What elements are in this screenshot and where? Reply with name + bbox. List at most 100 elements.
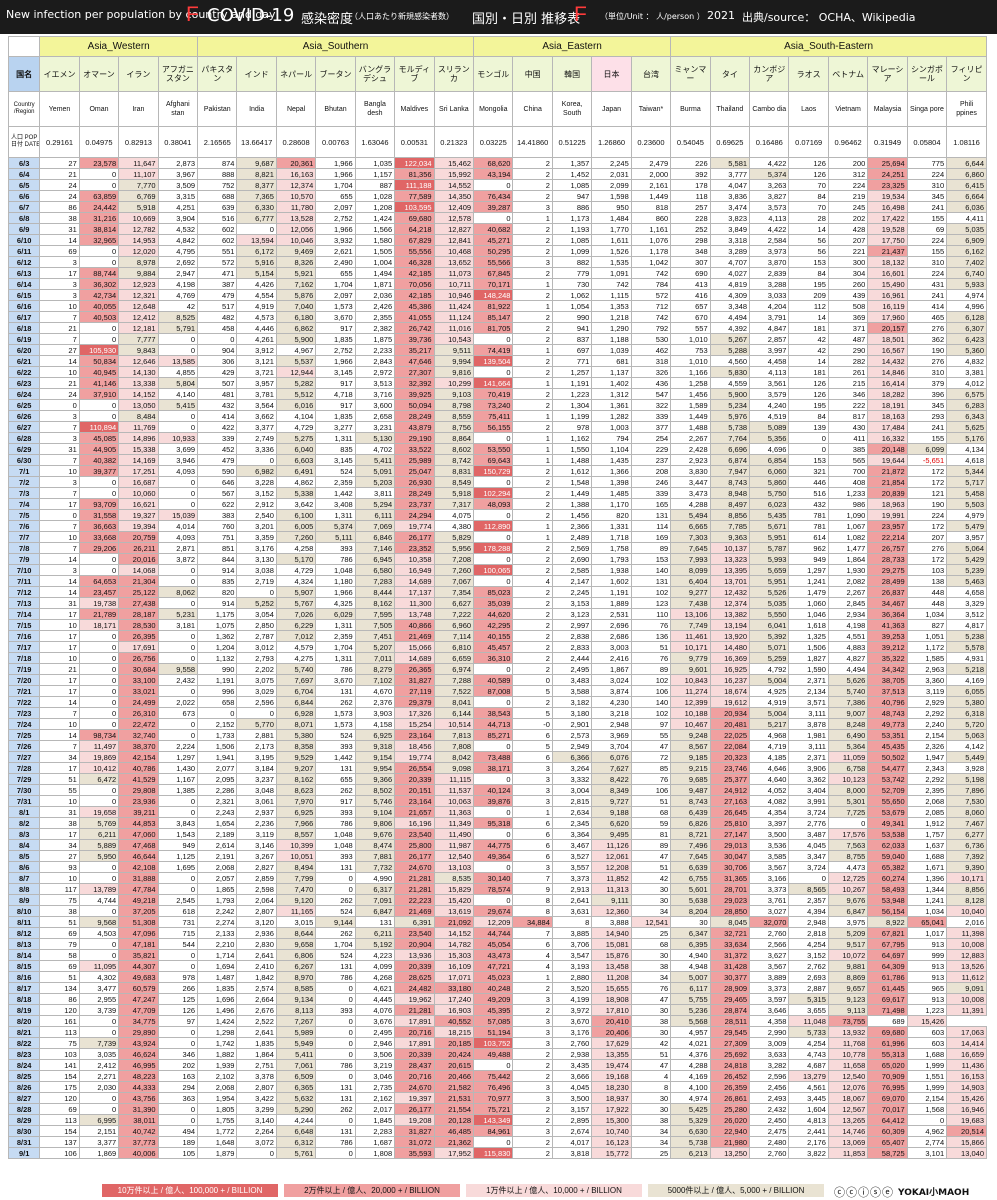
table-cell: 19,774 (394, 751, 435, 763)
table-cell: 4,554 (236, 289, 277, 301)
table-cell: 25,122 (118, 586, 159, 598)
table-cell: 172 (906, 553, 948, 565)
table-cell: 15,655 (591, 982, 632, 994)
table-cell: 207 (827, 234, 869, 246)
table-cell: 2,776 (788, 817, 829, 829)
table-cell: 646 (197, 476, 238, 488)
table-cell: 9 (512, 883, 553, 895)
table-row: 6/19 7 0 7,777 0 0 4,261 5,900 1,835 1,875 39,736 1… (7, 333, 987, 345)
table-cell: 105 (157, 1147, 199, 1159)
table-cell: 3,487 (788, 828, 829, 840)
table-cell: 61,445 (867, 982, 908, 994)
table-cell: 2,173 (236, 740, 277, 752)
table-cell: 102 (630, 707, 672, 719)
table-cell: 16,659 (946, 1048, 987, 1060)
table-cell: 20,016 (118, 553, 159, 565)
table-cell: 20,716 (394, 1026, 435, 1038)
table-cell: 39,925 (394, 388, 435, 400)
date-cell: 6/23 (7, 377, 41, 389)
table-cell: 2 (512, 399, 553, 411)
table-cell: 3,377 (236, 421, 277, 433)
table-cell: 31 (39, 223, 80, 235)
table-cell: 50,094 (394, 399, 435, 411)
table-cell: 2,189 (197, 828, 238, 840)
date-cell: 7/6 (7, 520, 41, 532)
table-cell: 7,386 (827, 696, 869, 708)
date-cell: 7/14 (7, 608, 41, 620)
table-cell: 8,756 (433, 421, 475, 433)
population-value: 0.96462 (827, 126, 869, 158)
table-cell: 3,957 (946, 531, 987, 543)
table-cell: 1,010 (670, 333, 711, 345)
table-cell: 6 (512, 839, 553, 851)
table-cell: 2,450 (749, 1114, 790, 1126)
table-cell: 45,271 (473, 234, 514, 246)
table-cell: 30,684 (118, 663, 159, 675)
table-cell: 155 (906, 212, 948, 224)
table-cell: 602 (197, 234, 238, 246)
table-cell: 0 (315, 872, 356, 884)
table-cell: 112 (788, 300, 829, 312)
table-cell: 0 (78, 707, 120, 719)
table-cell: 131 (315, 762, 356, 774)
table-cell: 1 (512, 443, 553, 455)
table-cell: 43,924 (118, 1037, 159, 1049)
table-cell: 70,977 (473, 1092, 514, 1104)
table-cell: 111,188 (394, 179, 435, 191)
table-cell: 290 (827, 344, 869, 356)
table-cell: 28 (788, 212, 829, 224)
table-cell: 0 (78, 861, 120, 873)
table-cell: 7,725 (827, 806, 869, 818)
table-cell: 422 (197, 421, 238, 433)
table-cell: 1,864 (236, 1048, 277, 1060)
date-cell: 8/21 (7, 1026, 41, 1038)
table-cell: 47,784 (118, 883, 159, 895)
table-cell: 28,874 (709, 1004, 751, 1016)
population-value: 0.54045 (670, 126, 711, 158)
table-cell: 2,545 (157, 894, 199, 906)
table-cell: 1,161 (630, 223, 672, 235)
table-row: 7/5 0 31,558 19,327 15,039 383 2,540 6,100 1,311… (7, 509, 987, 521)
table-cell: 46,624 (118, 1048, 159, 1060)
table-cell: 8,248 (827, 718, 869, 730)
table-cell: 12,020 (118, 245, 159, 257)
table-cell: 20,339 (394, 1048, 435, 1060)
table-cell: 5,755 (670, 993, 711, 1005)
table-cell: 2,267 (670, 432, 711, 444)
table-cell: 100,065 (473, 564, 514, 576)
table-cell: 2,838 (551, 630, 593, 642)
table-cell: 6 (512, 828, 553, 840)
table-cell: 1,175 (197, 608, 238, 620)
table-cell: 5,918 (433, 487, 475, 499)
table-cell: 17,484 (867, 421, 908, 433)
table-row: 6/8 38 31,216 10,669 3,904 516 6,777 13,528 2,75… (7, 212, 987, 224)
table-cell: 517 (197, 300, 238, 312)
table-cell: 5,380 (275, 729, 317, 741)
table-cell: 3,631 (551, 905, 593, 917)
table-cell: 6,659 (433, 652, 475, 664)
table-cell: 2,162 (354, 1092, 396, 1104)
table-cell: 4,494 (709, 311, 751, 323)
table-cell: 7,012 (275, 630, 317, 642)
table-cell: 5,791 (157, 322, 199, 334)
table-cell: 73,240 (473, 399, 514, 411)
table-cell: 5,900 (709, 388, 751, 400)
table-cell: 9,529 (275, 751, 317, 763)
table-cell: 794 (591, 432, 632, 444)
date-cell: 8/29 (7, 1114, 41, 1126)
table-cell: 8,742 (433, 454, 475, 466)
table-cell: 3,029 (236, 685, 277, 697)
table-cell: 0 (315, 1114, 356, 1126)
table-cell: 10,171 (670, 641, 711, 653)
table-cell: 4,744 (78, 894, 120, 906)
table-cell: 126 (788, 377, 829, 389)
table-cell: 8,585 (275, 982, 317, 994)
table-cell: 32,392 (394, 377, 435, 389)
table-cell: 1,755 (197, 1114, 238, 1126)
table-cell: 1,696 (197, 993, 238, 1005)
table-cell: 1,704 (315, 938, 356, 950)
date-cell: 6/22 (7, 366, 41, 378)
table-cell: 8,062 (157, 586, 199, 598)
table-cell: 3,219 (354, 1059, 396, 1071)
table-cell: 5,282 (275, 377, 317, 389)
